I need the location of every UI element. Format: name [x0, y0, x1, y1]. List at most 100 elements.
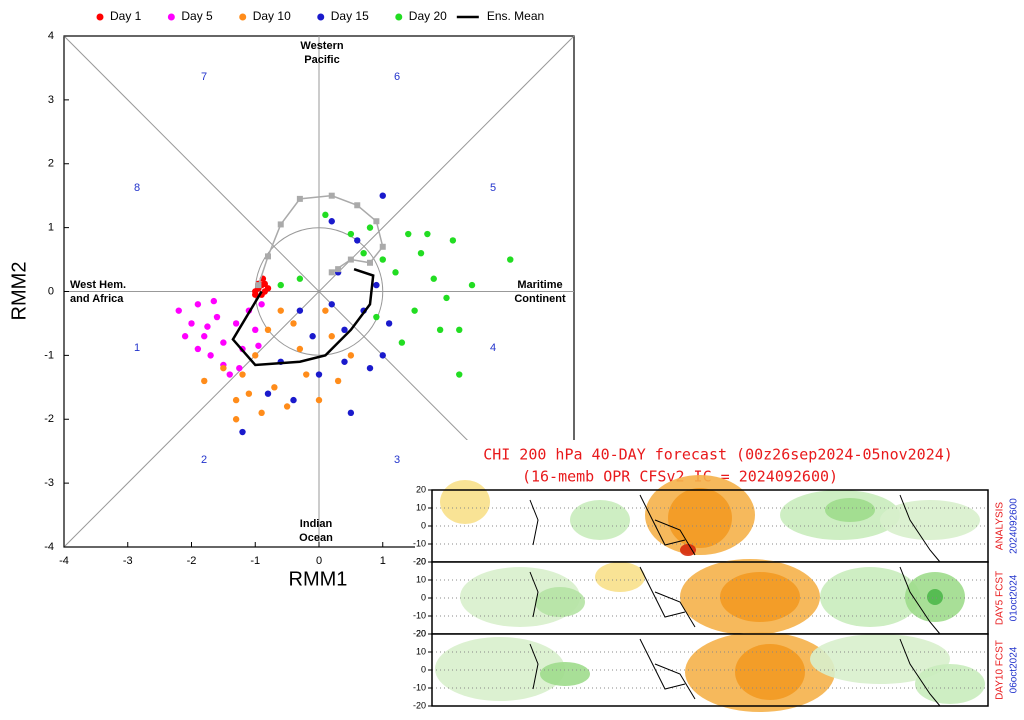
y-tick-label: 10 [416, 646, 426, 656]
legend-label: Day 20 [409, 9, 447, 23]
scatter-point [341, 326, 348, 334]
scatter-point [411, 307, 418, 314]
series-line [231, 267, 375, 367]
scatter-point [194, 345, 202, 353]
scatter-point [181, 333, 189, 340]
contour-blob [435, 637, 565, 701]
scatter-point [456, 326, 463, 334]
region-label: Continent [514, 293, 566, 305]
y-tick-label: -3 [44, 477, 54, 489]
legend-label: Day 5 [181, 9, 213, 23]
scatter-point [303, 371, 310, 378]
scatter-point [315, 396, 323, 404]
region-label: West Hem. [70, 279, 126, 291]
scatter-point [347, 409, 355, 417]
panel-label: ANALYSIS [995, 502, 1006, 550]
scatter-point [258, 409, 265, 417]
scatter-point [264, 390, 272, 397]
contour-blob [825, 498, 875, 522]
y-tick-label: 20 [416, 484, 426, 494]
phase-label: 6 [394, 71, 400, 83]
legend-marker [239, 13, 247, 21]
y-tick-label: -10 [413, 610, 426, 620]
phase-label: 4 [490, 342, 496, 354]
legend-marker [317, 13, 325, 21]
scatter-point [290, 320, 297, 327]
scatter-point [366, 224, 374, 231]
scatter-point [354, 237, 361, 244]
legend-label: Day 15 [331, 9, 369, 23]
scatter-point [507, 256, 514, 263]
panel-frame [431, 633, 989, 707]
track-point [277, 221, 284, 228]
contour-blob [440, 480, 490, 524]
track-point [296, 195, 303, 202]
scatter-point [398, 339, 406, 346]
x-axis-label: RMM1 [289, 568, 348, 590]
contour-blob [720, 572, 800, 622]
y-tick-label: 0 [48, 285, 54, 297]
scatter-point [309, 333, 316, 340]
scatter-point [232, 396, 240, 404]
scatter-point [392, 269, 399, 276]
scatter-point [315, 371, 323, 378]
panel-date: 06oct2024 [1009, 646, 1020, 693]
y-axis-label: RMM2 [8, 262, 30, 321]
scatter-point [373, 313, 380, 321]
legend-label: Day 10 [253, 9, 291, 23]
scatter-point [239, 428, 246, 436]
region-label: Pacific [304, 54, 339, 66]
scatter-point [443, 294, 450, 302]
phase-label: 5 [490, 182, 496, 194]
scatter-point [277, 281, 284, 289]
scatter-point [341, 358, 348, 365]
map-title: CHI 200 hPa 40-DAY forecast (00z26sep202… [483, 446, 953, 464]
scatter-point [468, 281, 476, 289]
track-point [255, 282, 262, 289]
y-tick-label: 3 [48, 94, 54, 106]
legend-marker [167, 13, 175, 21]
map-panel: 20 10 0 -10 -20 [413, 556, 989, 638]
scatter-point [255, 342, 262, 349]
x-tick-label: 0 [316, 555, 322, 567]
coastline [529, 494, 941, 563]
panel-label: DAY10 FCST [995, 640, 1006, 700]
y-tick-label: 0 [421, 520, 426, 530]
scatter-point [328, 218, 335, 225]
scatter-point [245, 390, 253, 397]
scatter-point [204, 323, 211, 330]
legend-marker [395, 13, 403, 21]
legend-label: Day 1 [110, 9, 142, 23]
scatter-point [322, 211, 329, 219]
track-point [367, 259, 373, 266]
y-tick-label: -4 [44, 541, 54, 553]
scatter-point [290, 396, 297, 404]
scatter-point [366, 364, 374, 372]
track-point [335, 266, 342, 273]
x-tick-label: -2 [187, 555, 197, 567]
map-panel: 20 10 0 -10 -20 [413, 475, 989, 566]
scatter-point [449, 237, 457, 244]
scatter-point [271, 384, 278, 391]
scatter-point [347, 230, 355, 238]
track-point [373, 218, 380, 225]
scatter-point [194, 301, 202, 308]
scatter-point [252, 291, 259, 298]
scatter-point [334, 377, 342, 385]
region-label: Western [300, 40, 343, 52]
y-tick-label: -10 [413, 682, 426, 692]
phase-label: 1 [134, 342, 140, 354]
scatter-point [328, 333, 335, 340]
scatter-point [201, 333, 208, 340]
track-point [347, 256, 354, 263]
track-point [328, 192, 335, 199]
y-tick-label: 1 [48, 222, 54, 234]
region-label: and Africa [70, 293, 124, 305]
region-label: Indian [300, 518, 333, 530]
track-point [265, 253, 271, 260]
scatter-point [424, 230, 431, 238]
y-tick-label: -20 [413, 628, 426, 638]
y-tick-label: -20 [413, 556, 426, 566]
scatter-point [236, 364, 243, 372]
